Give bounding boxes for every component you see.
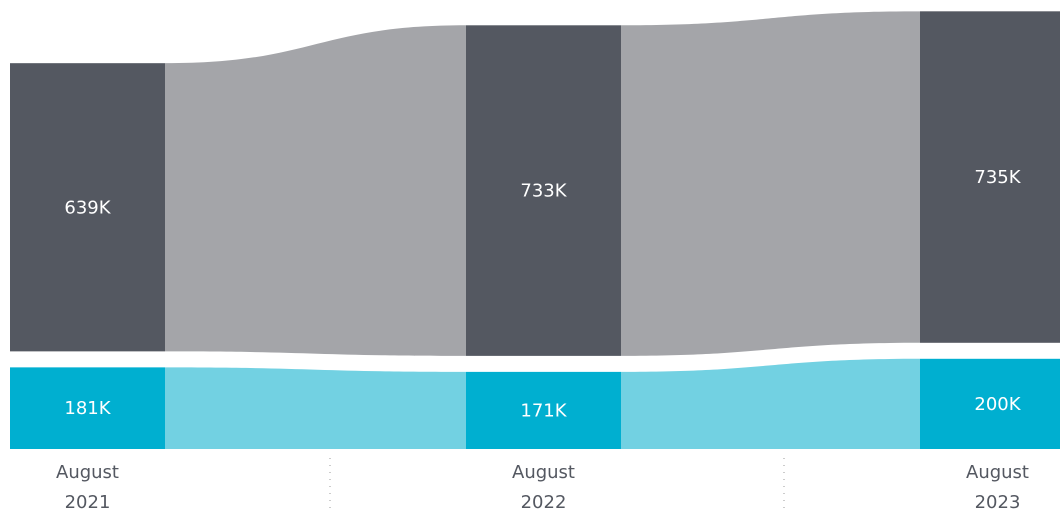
- bar: [920, 358, 1060, 449]
- flow: [621, 11, 920, 356]
- x-tick-label: August 2022: [512, 462, 575, 513]
- bar: [466, 25, 621, 356]
- value-label: 171K: [520, 400, 567, 421]
- bar: [10, 63, 165, 352]
- x-tick-label: August 2023: [966, 462, 1029, 513]
- flow: [165, 367, 466, 449]
- value-label: 181K: [64, 398, 111, 419]
- value-label: 735K: [974, 167, 1021, 188]
- value-label: 733K: [520, 181, 567, 202]
- bar: [466, 371, 621, 449]
- value-label: 639K: [64, 197, 111, 218]
- flow: [621, 358, 920, 449]
- value-label: 200K: [974, 394, 1021, 415]
- x-tick-label: August 2021: [56, 462, 119, 513]
- bar: [10, 367, 165, 449]
- bar: [920, 11, 1060, 343]
- flow: [165, 25, 466, 356]
